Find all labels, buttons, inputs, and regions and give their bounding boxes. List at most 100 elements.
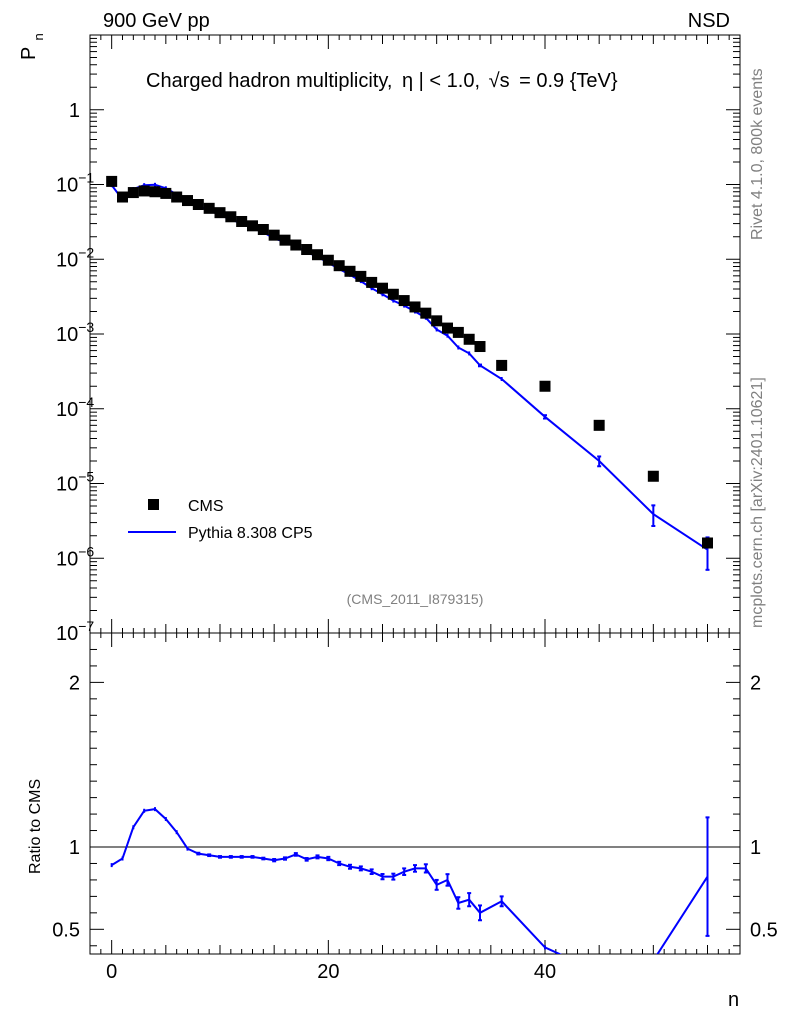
y-tick-label-exp: −5 (78, 469, 94, 485)
cms-point (127, 187, 139, 199)
cms-point (452, 326, 464, 338)
process-label: NSD (688, 10, 730, 32)
y-tick-label-base: 10 (56, 399, 78, 421)
ratio-curve (111, 808, 709, 954)
mcplots-label: mcplots.cern.ch [arXiv:2401.10621] (749, 377, 766, 628)
ratio-y-tick-label-right: 2 (750, 672, 761, 694)
cms-point (431, 315, 443, 327)
title-mid: | < 1.0, (419, 70, 480, 92)
y-tick-label-base: 10 (56, 324, 78, 346)
x-tick-label: 0 (106, 961, 117, 983)
main-frame (89, 34, 741, 634)
cms-point (377, 282, 388, 294)
cms-point (203, 202, 215, 214)
y-tick-label: 10−2 (56, 244, 94, 271)
title-sqrt: √s (489, 70, 510, 92)
ratio-y-tick-label-right: 0.5 (750, 919, 778, 941)
y-tick-label-base: 10 (56, 548, 78, 570)
y-tick-label: 10−6 (56, 543, 94, 570)
cms-point (279, 234, 291, 246)
cms-point (192, 199, 204, 211)
x-tick-label: 20 (317, 961, 339, 983)
cms-point (539, 380, 551, 392)
legend: CMS Pythia 8.308 CP5 (128, 498, 313, 542)
y-tick-label: 1 (69, 100, 80, 122)
y-tick-label-base: 10 (56, 623, 78, 645)
cms-point (149, 186, 161, 198)
y-tick-label-base: 10 (56, 175, 78, 197)
rivet-label: Rivet 4.1.0, 800k events (749, 68, 766, 240)
cms-point (463, 333, 475, 345)
y-tick-label-exp: −3 (78, 319, 94, 335)
pythia-curve (110, 183, 709, 551)
cms-point (322, 254, 334, 266)
cms-point (366, 276, 378, 288)
cms-point (236, 215, 248, 227)
cms-point (301, 244, 313, 256)
main-ylabel-sub: n (31, 33, 46, 40)
ratio-y-tick-label-left: 0.5 (52, 919, 80, 941)
y-tick-label: 10−1 (56, 170, 94, 197)
cms-point (171, 191, 183, 203)
ratio-ylabel: Ratio to CMS (27, 779, 44, 874)
ratio-y-tick-label-right: 1 (750, 837, 761, 859)
cms-point (420, 307, 432, 319)
y-tick-label-exp: −1 (78, 170, 94, 186)
main-ylabel: P n (18, 33, 46, 60)
beam-label: 900 GeV pp (103, 10, 210, 32)
y-tick-label: 10−4 (56, 394, 94, 421)
analysis-tag: (CMS_2011_I879315) (347, 591, 484, 607)
title-prefix: Charged hadron multiplicity, (146, 70, 392, 92)
cms-point (355, 270, 367, 282)
main-title: Charged hadron multiplicity, η | < 1.0, … (146, 70, 618, 92)
y-tick-label-exp: −2 (78, 244, 94, 260)
data-layer (90, 175, 740, 954)
ratio-y-tick-label-left: 2 (69, 672, 80, 694)
cms-point (247, 220, 258, 232)
cms-point (138, 185, 150, 197)
cms-point (442, 322, 453, 334)
y-tick-label-exp: −7 (78, 618, 94, 634)
main-ylabel-text: P (18, 47, 40, 60)
cms-point (290, 239, 302, 251)
y-tick-label: 10−5 (56, 469, 94, 496)
cms-point (593, 419, 605, 431)
cms-point (106, 175, 118, 187)
y-tick-label-exp: −4 (78, 394, 94, 410)
cms-point (225, 211, 237, 223)
cms-point (409, 301, 421, 313)
legend-pythia-label: Pythia 8.308 CP5 (188, 525, 313, 542)
y-tick-label: 10−7 (56, 618, 94, 645)
cms-point (387, 288, 399, 300)
cms-point (474, 341, 486, 353)
legend-cms-label: CMS (188, 498, 224, 515)
y-tick-label: 10−3 (56, 319, 94, 346)
cms-point (160, 187, 172, 199)
x-tick-label: 40 (534, 961, 556, 983)
cms-point (182, 195, 193, 207)
cms-point (702, 537, 713, 549)
y-tick-label-base: 10 (56, 249, 78, 271)
y-tick-label-base: 10 (56, 474, 78, 496)
ratio-frame (89, 632, 741, 955)
cms-point (268, 229, 280, 241)
ratio-series-group (110, 807, 710, 954)
axis-ticks (89, 35, 741, 954)
cms-point (398, 295, 410, 307)
cms-point (214, 207, 226, 219)
cms-point (647, 470, 659, 482)
title-eta: η (402, 70, 413, 92)
cms-point (257, 224, 269, 236)
y-tick-label-exp: −6 (78, 543, 94, 559)
cms-point (496, 359, 508, 371)
legend-cms-marker (148, 499, 159, 510)
ratio-y-tick-label-left: 1 (69, 837, 80, 859)
cms-point (117, 191, 128, 203)
cms-point (333, 260, 345, 272)
cms-point (312, 249, 323, 261)
axis-tick-labels: 110−110−210−310−410−510−610−70 20 400.5 0.5… (52, 100, 778, 983)
x-axis-title: n (728, 989, 739, 1011)
cms-point (344, 265, 356, 277)
title-suffix: = 0.9 {TeV} (519, 70, 618, 92)
